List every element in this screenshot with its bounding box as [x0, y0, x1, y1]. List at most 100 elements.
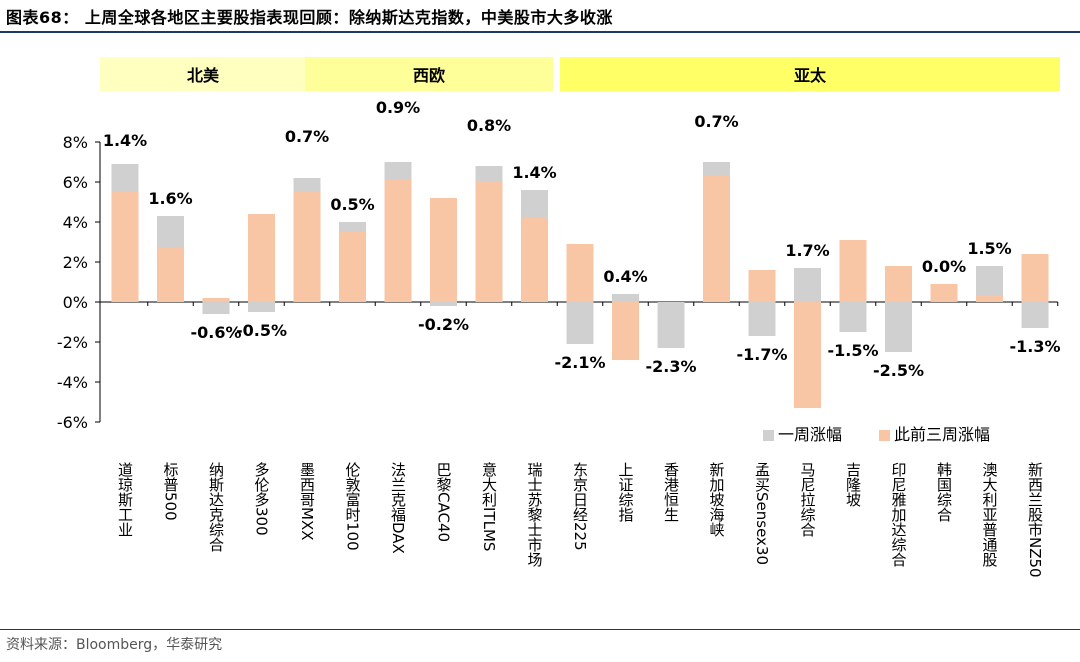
bar-one-week: [111, 164, 139, 192]
bar-prior-three-weeks: [566, 244, 594, 302]
category-label: 新加坡海峡: [708, 462, 726, 537]
y-tick-label: 0%: [63, 293, 88, 312]
bar-one-week: [839, 302, 867, 332]
data-label: -2.3%: [645, 357, 696, 376]
legend-label-one-week: 一周涨幅: [778, 425, 842, 444]
bar-prior-three-weeks: [612, 302, 639, 360]
data-label: -0.5%: [236, 321, 287, 340]
bar-one-week: [293, 178, 321, 192]
bar-one-week: [430, 302, 457, 306]
category-label: 伦敦富时100: [344, 462, 362, 551]
chart-title: 图表68： 上周全球各地区主要股指表现回顾：除纳斯达克指数，中美股市大多收涨: [6, 8, 613, 27]
bar-prior-three-weeks: [794, 302, 821, 408]
data-label: -2.1%: [554, 353, 605, 372]
footer-rule: [0, 629, 1080, 630]
legend-label-prior: 此前三周涨幅: [894, 425, 990, 444]
bar-prior-three-weeks: [248, 214, 275, 302]
data-label: 1.6%: [148, 189, 192, 208]
bar-one-week: [1021, 302, 1049, 328]
category-label: 多伦多300: [253, 462, 271, 536]
category-label: 瑞士苏黎士市场: [526, 462, 544, 568]
category-label: 新西兰股市NZ50: [1026, 462, 1044, 578]
data-label: 1.4%: [512, 163, 556, 182]
y-tick-label: -2%: [57, 333, 88, 352]
title-rule: [0, 31, 1080, 33]
bar-one-week: [657, 302, 685, 348]
category-label: 道琼斯工业: [116, 462, 134, 537]
category-label: 韩国综合: [935, 462, 953, 522]
category-label: 香港恒生: [662, 462, 680, 522]
bar-prior-three-weeks: [157, 248, 184, 302]
bar-prior-three-weeks: [111, 192, 139, 302]
region-north-america: 北美: [100, 57, 306, 91]
bar-one-week: [885, 302, 912, 352]
bar-one-week: [202, 302, 230, 314]
bar-one-week: [475, 166, 503, 182]
category-label: 吉隆坡: [844, 462, 862, 507]
data-label: 1.4%: [103, 131, 147, 150]
data-label: 0.7%: [694, 112, 738, 131]
bar-prior-three-weeks: [1021, 254, 1049, 302]
category-label: 标普500: [162, 462, 180, 521]
y-tick-label: -4%: [57, 373, 88, 392]
bar-prior-three-weeks: [885, 266, 912, 302]
y-tick-label: 6%: [63, 173, 88, 192]
category-label: 孟买Sensex30: [753, 462, 771, 565]
bar-one-week: [612, 294, 639, 302]
data-label: -0.2%: [418, 315, 469, 334]
bar-prior-three-weeks: [521, 218, 548, 302]
data-label: -2.5%: [873, 361, 924, 380]
category-label: 纳斯达克综合: [207, 462, 225, 552]
y-tick-label: 4%: [63, 213, 88, 232]
bar-prior-three-weeks: [475, 182, 503, 302]
bar-prior-three-weeks: [839, 240, 867, 302]
bar-one-week: [157, 216, 184, 248]
bar-prior-three-weeks: [703, 176, 730, 302]
category-label: 巴黎CAC40: [435, 462, 453, 542]
data-label: 0.8%: [467, 116, 511, 135]
bar-one-week: [339, 222, 366, 232]
bar-one-week: [248, 302, 275, 312]
y-tick-label: -6%: [57, 413, 88, 432]
bar-prior-three-weeks: [748, 270, 776, 302]
category-label: 意大利ITLMS: [480, 461, 498, 551]
category-label: 墨西哥MXX: [298, 462, 316, 541]
category-label: 法兰克福DAX: [389, 462, 407, 554]
bar-one-week: [976, 266, 1003, 296]
bar-prior-three-weeks: [976, 296, 1003, 302]
category-label: 印尼雅加达综合: [890, 462, 908, 567]
data-label: -1.5%: [827, 341, 878, 360]
legend-swatch-prior: [879, 430, 890, 441]
bar-prior-three-weeks: [430, 198, 457, 302]
data-label: 1.7%: [785, 241, 829, 260]
category-label: 马尼拉综合: [799, 462, 817, 537]
data-label: 0.4%: [603, 267, 647, 286]
bar-prior-three-weeks: [384, 180, 412, 302]
data-label: -1.3%: [1009, 337, 1060, 356]
bar-one-week: [521, 190, 548, 218]
bar-prior-three-weeks: [930, 284, 958, 302]
bar-one-week: [566, 302, 594, 344]
y-tick-label: 8%: [63, 133, 88, 152]
bar-prior-three-weeks: [339, 232, 366, 302]
category-label: 东京日经225: [571, 462, 589, 551]
bar-one-week: [703, 162, 730, 176]
data-label: 0.0%: [922, 257, 966, 276]
data-label: -0.6%: [190, 323, 241, 342]
category-label: 澳大利亚普通股: [981, 462, 999, 568]
bar-prior-three-weeks: [202, 298, 230, 302]
bar-one-week: [384, 162, 412, 180]
legend-swatch-one-week: [763, 430, 774, 441]
data-label: 0.7%: [285, 127, 329, 146]
bar-one-week: [748, 302, 776, 336]
region-asia-pacific: 亚太: [560, 57, 1060, 91]
data-label: 0.9%: [376, 98, 420, 117]
category-label: 上证综指: [617, 462, 635, 523]
data-label: -1.7%: [736, 345, 787, 364]
bar-one-week: [794, 268, 821, 302]
source-note: 资料来源：Bloomberg，华泰研究: [6, 637, 223, 653]
y-tick-label: 2%: [63, 253, 88, 272]
bar-prior-three-weeks: [293, 192, 321, 302]
region-western-europe: 西欧: [305, 57, 553, 91]
